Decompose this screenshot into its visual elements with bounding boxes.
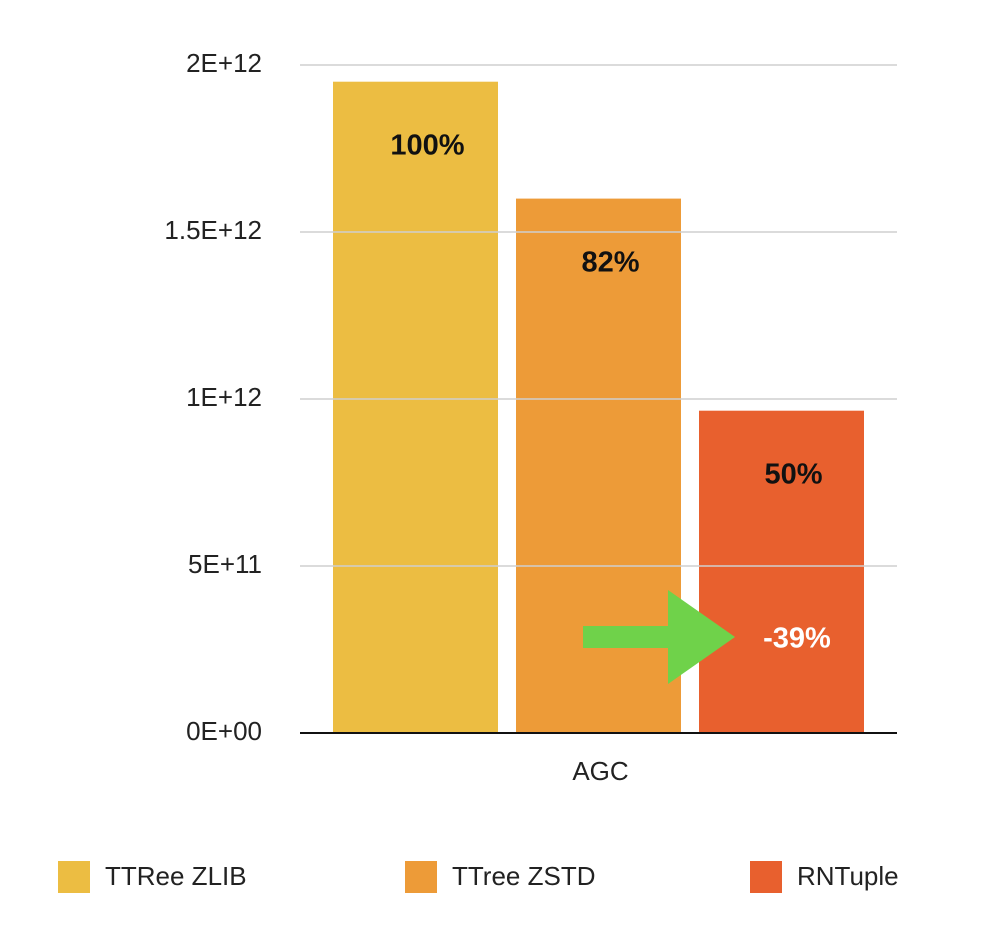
y-tick-label: 1E+12 (186, 382, 262, 412)
legend-label: RNTuple (797, 861, 899, 891)
legend-swatch (58, 861, 90, 893)
bar-label: 100% (390, 129, 464, 161)
legend-label: TTree ZSTD (452, 861, 595, 891)
bar (516, 198, 681, 734)
bar (333, 81, 498, 733)
y-tick-label: 2E+12 (186, 48, 262, 78)
annotation: -39% (763, 623, 831, 655)
legend-swatch (750, 861, 782, 893)
legend-swatch (405, 861, 437, 893)
x-tick-label: AGC (572, 756, 628, 786)
bar-label: 82% (581, 246, 639, 278)
arrow (583, 590, 735, 684)
y-tick-label: 1.5E+12 (164, 215, 262, 245)
bar-label: 50% (764, 458, 822, 490)
y-tick-label: 0E+00 (186, 716, 262, 746)
legend-label: TTRee ZLIB (105, 861, 247, 891)
y-tick-label: 5E+11 (188, 549, 262, 579)
bar (699, 410, 864, 733)
